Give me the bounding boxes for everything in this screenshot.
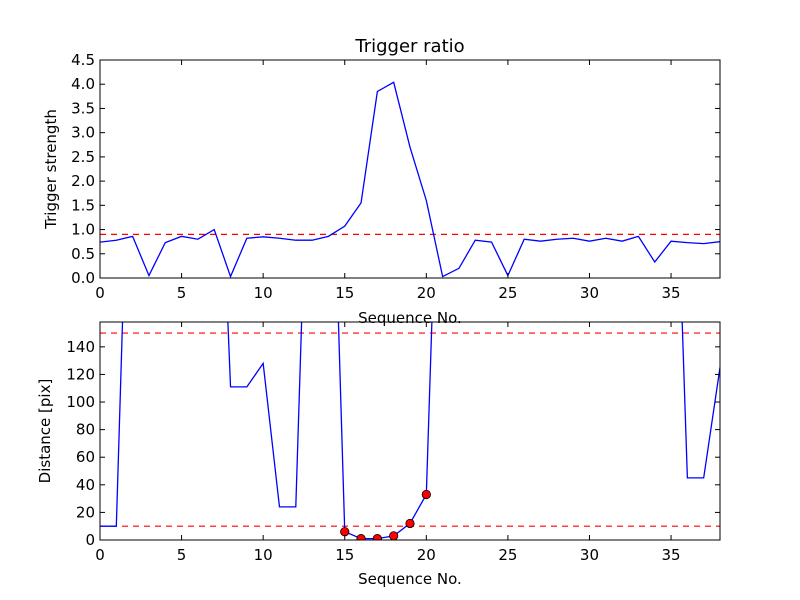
chart-top-x-tick-label: 20 xyxy=(417,284,436,302)
chart-bottom-marker-point xyxy=(389,531,399,540)
chart-top-y-tick-label: 2.0 xyxy=(71,172,95,190)
chart-bottom-y-tick-label: 0 xyxy=(85,531,95,549)
chart-top-y-tick-label: 3.0 xyxy=(71,124,95,142)
chart-bottom-x-tick-label: 10 xyxy=(254,546,273,564)
chart-bottom-series-line xyxy=(100,322,720,540)
chart-bottom-marker-point xyxy=(356,534,366,540)
chart-bottom-marker-point xyxy=(421,489,431,500)
chart-top-x-tick-label: 35 xyxy=(662,284,681,302)
chart-bottom-marker-point xyxy=(340,527,350,537)
chart-bottom-x-tick-label: 15 xyxy=(335,546,354,564)
chart-bottom-x-ticks: 0 5 10 15 20 25 30 35 xyxy=(95,322,681,564)
chart-bottom-marker-point xyxy=(372,534,382,540)
chart-bottom-x-tick-label: 25 xyxy=(498,546,517,564)
chart-bottom-y-tick-label: 60 xyxy=(76,448,95,466)
chart-top-ylabel: Trigger strength xyxy=(42,109,60,230)
chart-top-xlabel: Sequence No. xyxy=(358,309,462,327)
chart-bottom-y-tick-label: 100 xyxy=(66,393,95,411)
chart-bottom-y-tick-label: 140 xyxy=(66,338,95,356)
chart-bottom-y-tick-label: 40 xyxy=(76,476,95,494)
chart-top-x-tick-label: 5 xyxy=(177,284,187,302)
chart-top-x-ticks: 0 5 10 15 20 25 30 35 xyxy=(95,60,681,302)
chart-bottom-x-tick-label: 5 xyxy=(177,546,187,564)
chart-top-y-tick-label: 0.0 xyxy=(71,269,95,287)
chart-bottom-ylabel: Distance [pix] xyxy=(36,379,54,484)
chart-bottom-x-tick-label: 35 xyxy=(662,546,681,564)
chart-bottom: 0 5 10 15 20 25 30 35 0 20 40 60 80 100 120 140 Sequen… xyxy=(36,321,721,588)
chart-top-x-tick-label: 15 xyxy=(335,284,354,302)
chart-top-x-tick-label: 30 xyxy=(580,284,599,302)
chart-top-y-tick-label: 2.5 xyxy=(71,148,95,166)
chart-bottom-y-tick-label: 80 xyxy=(76,421,95,439)
chart-bottom-x-tick-label: 20 xyxy=(417,546,436,564)
chart-top-x-tick-label: 10 xyxy=(254,284,273,302)
chart-top-y-tick-label: 0.5 xyxy=(71,245,95,263)
chart-bottom-frame xyxy=(99,321,721,541)
chart-top-x-tick-label: 0 xyxy=(95,284,105,302)
chart-top: Trigger ratio 0 5 10 15 20 25 30 35 0.0 0.5 1.0 1.… xyxy=(42,36,721,327)
chart-top-y-tick-label: 4.0 xyxy=(71,75,95,93)
chart-bottom-marker-point xyxy=(405,518,415,529)
chart-top-y-tick-label: 1.5 xyxy=(71,196,95,214)
chart-top-title: Trigger ratio xyxy=(354,36,464,57)
chart-top-y-tick-label: 4.5 xyxy=(71,51,95,69)
chart-bottom-xlabel: Sequence No. xyxy=(358,570,462,588)
chart-bottom-threshold-lines xyxy=(100,332,720,527)
chart-top-series-line xyxy=(100,81,720,278)
chart-bottom-markers xyxy=(340,489,431,540)
chart-top-y-ticks: 0.0 0.5 1.0 1.5 2.0 2.5 3.0 3.5 4.0 4.5 xyxy=(71,51,720,287)
chart-bottom-y-ticks: 0 20 40 60 80 100 120 140 xyxy=(66,338,720,549)
chart-bottom-x-tick-label: 30 xyxy=(580,546,599,564)
chart-top-y-tick-label: 3.5 xyxy=(71,99,95,117)
chart-bottom-y-tick-label: 120 xyxy=(66,365,95,383)
chart-bottom-y-tick-label: 20 xyxy=(76,503,95,521)
chart-top-x-tick-label: 25 xyxy=(498,284,517,302)
chart-top-y-tick-label: 1.0 xyxy=(71,221,95,239)
chart-top-frame xyxy=(99,59,721,279)
chart-bottom-x-tick-label: 0 xyxy=(95,546,105,564)
